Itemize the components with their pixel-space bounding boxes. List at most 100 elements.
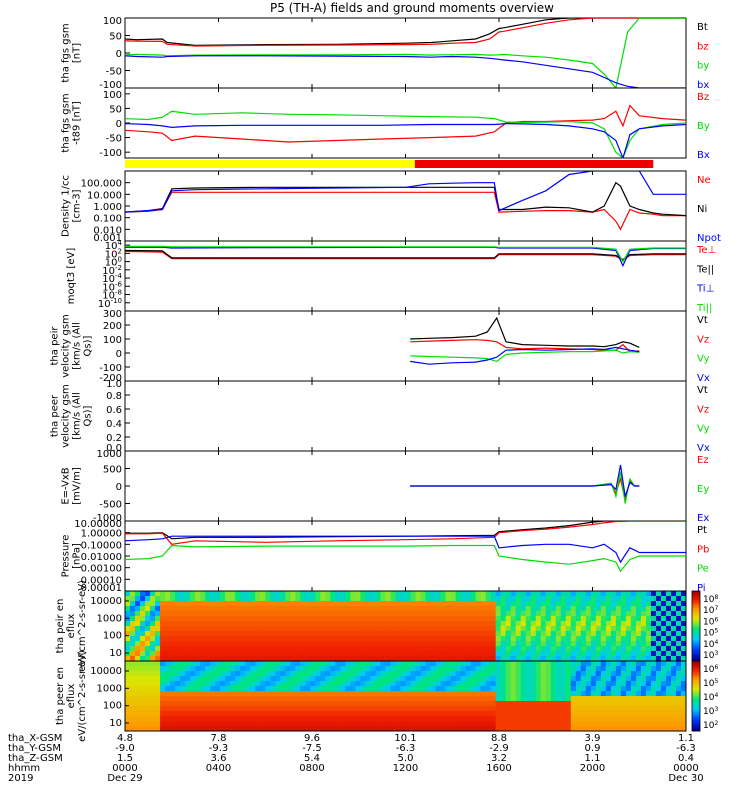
y-tick-label: 1000 bbox=[97, 449, 122, 460]
svg-text:Pressure: Pressure bbox=[61, 535, 72, 578]
y-tick-label: 100 bbox=[103, 16, 122, 27]
y-tick-label: -500 bbox=[99, 500, 122, 511]
legend-entry: Ni bbox=[697, 204, 707, 215]
series-line-bz bbox=[125, 18, 686, 47]
y-axis-label: Density 1/cc [cm-3] bbox=[61, 175, 83, 237]
footer-value: 3.6 bbox=[211, 753, 227, 764]
colorbar-tick-label: 107 bbox=[703, 605, 718, 616]
mode-bar-segment-0 bbox=[125, 160, 415, 168]
series-line-Ti⊥ bbox=[125, 246, 686, 268]
y-tick-label: 0.00010 bbox=[81, 575, 122, 586]
y-tick-label: 0.00100 bbox=[81, 564, 122, 575]
legend-entry: Bz bbox=[697, 92, 709, 103]
svg-text:[mV/m]: [mV/m] bbox=[72, 467, 83, 505]
footer-value: 5.0 bbox=[398, 753, 414, 764]
footer-value: 7.8 bbox=[211, 733, 227, 744]
svg-text:velocity gsm: velocity gsm bbox=[61, 314, 72, 378]
series-line-Bt bbox=[125, 18, 686, 46]
colorbar-tick-label: 105 bbox=[703, 678, 718, 689]
y-tick-label: 0 bbox=[116, 49, 122, 60]
legend-entry: Vz bbox=[697, 334, 709, 345]
y-tick-label: 0.8 bbox=[106, 391, 122, 402]
footer-value: 1200 bbox=[393, 763, 418, 774]
y-tick-label: 0.2 bbox=[106, 433, 122, 444]
y-tick-label: 10 bbox=[109, 718, 122, 729]
y-tick-label: 500 bbox=[103, 465, 122, 476]
legend-entry: Vy bbox=[697, 424, 710, 435]
footer-row-label: tha_X-GSM bbox=[8, 733, 62, 744]
y-tick-label: -100 bbox=[99, 148, 122, 159]
y-tick-label: 200 bbox=[103, 321, 122, 332]
y-axis-label: tha peir en eflux eV/(cm^2-s-sr-eV) bbox=[55, 580, 88, 672]
svg-text:eV/(cm^2-s-sr-eV): eV/(cm^2-s-sr-eV) bbox=[77, 580, 88, 672]
legend-entry: Vx bbox=[697, 373, 710, 384]
footer-value: 0400 bbox=[206, 763, 231, 774]
y-tick-label: 1000 bbox=[97, 613, 122, 624]
svg-text:tha fgs gsm: tha fgs gsm bbox=[61, 93, 72, 152]
svg-text:tha peer en: tha peer en bbox=[55, 667, 66, 725]
svg-text:velocity gsm: velocity gsm bbox=[61, 384, 72, 448]
y-tick-label: -50 bbox=[106, 67, 122, 78]
y-axis-label: tha fgs gsm -t89 [nT] bbox=[61, 93, 83, 152]
svg-text:[km/s (All: [km/s (All bbox=[72, 392, 83, 440]
y-tick-label: 300 bbox=[103, 309, 122, 320]
legend-entry: Te⊥ bbox=[696, 245, 716, 256]
panel-10: 106 105 104 103 102 10000 1000 100 10 tha peer en… bbox=[55, 650, 718, 742]
y-tick-label: 0.01000 bbox=[81, 552, 122, 563]
footer-value: 0.9 bbox=[585, 743, 601, 754]
footer-row-label: 2019 bbox=[8, 773, 33, 784]
y-tick-label: 100.000 bbox=[81, 179, 122, 190]
footer-value: 1600 bbox=[486, 763, 511, 774]
series-line-Vt bbox=[410, 316, 640, 348]
series-line-Pe bbox=[125, 544, 686, 573]
y-tick-label: 50 bbox=[109, 32, 122, 43]
legend-entry: Vx bbox=[697, 443, 710, 454]
svg-text:tha fgs gsm: tha fgs gsm bbox=[61, 23, 72, 82]
panel-1: 100 50 0 -50 -100 Bz By Bx tha fgs gsm -t89 [nT] bbox=[61, 87, 710, 161]
footer-value: 9.6 bbox=[304, 733, 320, 744]
legend-entry: bz bbox=[697, 41, 709, 52]
footer-date: Dec 30 bbox=[668, 773, 703, 784]
y-tick-label: -50 bbox=[106, 134, 122, 145]
series-line-Pt bbox=[125, 521, 686, 540]
svg-text:eflux: eflux bbox=[66, 614, 77, 639]
footer-value: 0000 bbox=[112, 763, 137, 774]
series-line-Ey bbox=[410, 471, 640, 504]
y-tick-label: -200 bbox=[99, 373, 122, 384]
legend-entry: bx bbox=[697, 80, 709, 91]
footer-value: 3.9 bbox=[585, 733, 601, 744]
series-group-8 bbox=[125, 521, 686, 573]
series-group-7 bbox=[410, 464, 640, 504]
y-tick-label: -100 bbox=[99, 363, 122, 374]
series-group-1 bbox=[125, 104, 686, 158]
svg-text:[nPa]: [nPa] bbox=[72, 543, 83, 569]
legend-entry: Vz bbox=[697, 404, 709, 415]
series-line-Bz bbox=[125, 104, 686, 143]
y-tick-label: 100 bbox=[103, 701, 122, 712]
legend-entry: Pt bbox=[697, 525, 707, 536]
y-tick-label: 10000 bbox=[90, 666, 122, 677]
legend-entry: Te|| bbox=[696, 264, 714, 275]
panel-6: 1.00.8 0.6 0.4 0.20.0 Vt Vz Vy Vx tha peer veloci… bbox=[50, 379, 710, 454]
footer-value: 1.5 bbox=[117, 753, 133, 764]
series-line-Npot bbox=[125, 171, 686, 213]
series-line-Ti|| bbox=[125, 245, 686, 263]
footer-row-label: tha_Y-GSM bbox=[8, 743, 61, 754]
footer-value: -7.5 bbox=[302, 743, 322, 754]
panel-8: 10.000001.000000.100000.010000.001000.00… bbox=[61, 519, 710, 594]
footer-value: 3.2 bbox=[491, 753, 507, 764]
series-line-Pb bbox=[125, 521, 686, 545]
legend-entry: Pb bbox=[697, 544, 709, 555]
footer-value: 1.1 bbox=[678, 733, 694, 744]
svg-text:[nT]: [nT] bbox=[72, 43, 83, 63]
svg-text:-t89 [nT]: -t89 [nT] bbox=[72, 101, 83, 145]
series-group-0 bbox=[125, 18, 686, 88]
legend-entry: Ex bbox=[697, 513, 709, 524]
legend-entry: Bx bbox=[697, 150, 710, 161]
series-line-Pi bbox=[125, 535, 686, 564]
footer-row-label: tha_Z-GSM bbox=[8, 753, 63, 764]
legend-entry: Vt bbox=[697, 315, 708, 326]
legend-entry: Vt bbox=[697, 385, 708, 396]
y-tick-label: 0.6 bbox=[106, 405, 122, 416]
footer-date: Dec 29 bbox=[107, 773, 142, 784]
